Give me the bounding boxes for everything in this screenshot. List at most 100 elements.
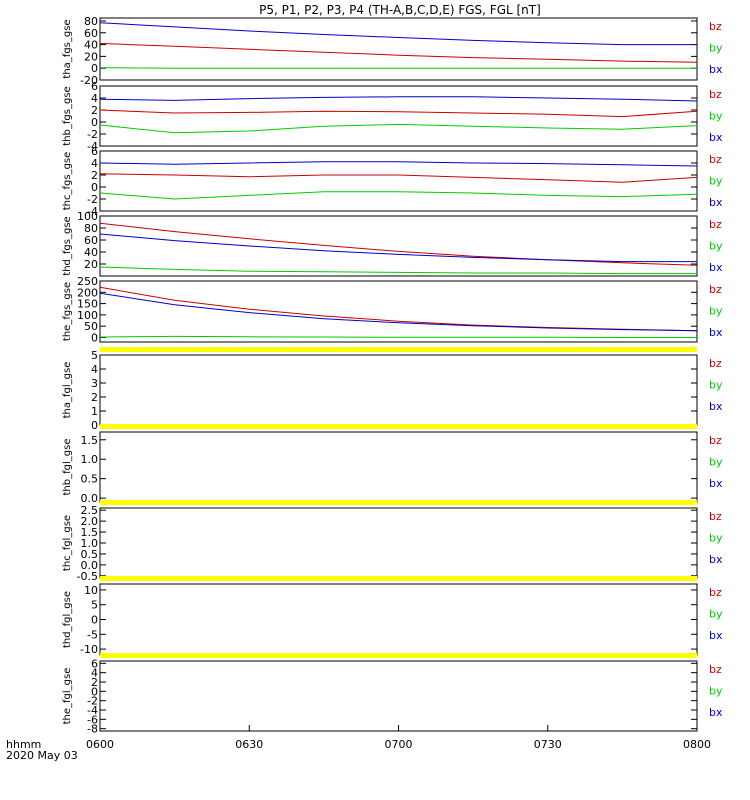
y-axis-label: tha_fgs_gse bbox=[62, 19, 73, 78]
legend-label-by: by bbox=[709, 175, 723, 188]
legend-label-by: by bbox=[709, 42, 723, 55]
legend-label-bx: bx bbox=[709, 63, 723, 76]
time-axis-label-hhmm: hhmm bbox=[6, 738, 41, 751]
y-tick-label: 0.5 bbox=[81, 548, 99, 561]
y-tick-label: 0 bbox=[91, 181, 98, 194]
legend-label-bz: bz bbox=[709, 218, 722, 231]
y-tick-label: 20 bbox=[84, 258, 98, 271]
panel-frame bbox=[99, 150, 698, 212]
y-tick-label: 2.0 bbox=[81, 515, 99, 528]
panel-frame bbox=[99, 354, 698, 426]
y-axis-label: the_fgl_gse bbox=[62, 668, 73, 725]
x-tick-label: 0600 bbox=[86, 738, 114, 751]
legend-label-bz: bz bbox=[709, 586, 722, 599]
y-tick-label: 40 bbox=[84, 246, 98, 259]
series-line-bz bbox=[99, 42, 698, 63]
legend-label-by: by bbox=[709, 305, 723, 318]
y-tick-label: 0.0 bbox=[81, 492, 99, 505]
y-tick-label: -0.5 bbox=[77, 570, 98, 583]
y-tick-label: 0.5 bbox=[81, 473, 99, 486]
y-axis-label: the_fgs_gse bbox=[62, 282, 73, 341]
series-line-by bbox=[99, 67, 697, 69]
y-tick-label: 4 bbox=[91, 157, 98, 170]
legend-label-bz: bz bbox=[709, 153, 722, 166]
y-tick-label: 2.5 bbox=[81, 504, 99, 517]
series-line-by bbox=[99, 266, 697, 275]
legend-label-bz: bz bbox=[709, 434, 722, 447]
panel-frame bbox=[99, 17, 698, 81]
series-line-by bbox=[99, 123, 698, 134]
y-tick-label: 1.5 bbox=[81, 526, 99, 539]
panel-frame bbox=[99, 507, 698, 579]
series-line-bz bbox=[99, 173, 698, 183]
y-tick-label: 4 bbox=[91, 667, 98, 680]
y-tick-label: 2 bbox=[91, 169, 98, 182]
y-tick-label: 60 bbox=[84, 27, 98, 40]
y-tick-label: 4 bbox=[91, 92, 98, 105]
y-tick-label: 10 bbox=[84, 584, 98, 597]
legend-label-bx: bx bbox=[709, 131, 723, 144]
legend-label-bz: bz bbox=[709, 20, 722, 33]
data-flag-bar bbox=[100, 424, 697, 429]
y-tick-label: 0 bbox=[91, 62, 98, 75]
y-tick-label: -4 bbox=[87, 205, 98, 218]
y-tick-label: 3 bbox=[91, 377, 98, 390]
x-tick-label: 0630 bbox=[235, 738, 263, 751]
y-tick-label: -6 bbox=[87, 713, 98, 726]
y-tick-label: 2 bbox=[91, 104, 98, 117]
y-tick-label: -20 bbox=[80, 74, 98, 87]
legend-label-by: by bbox=[709, 379, 723, 392]
y-tick-label: 200 bbox=[77, 286, 98, 299]
y-tick-label: 4 bbox=[91, 363, 98, 376]
legend-label-bx: bx bbox=[709, 706, 723, 719]
y-tick-label: -2 bbox=[87, 695, 98, 708]
y-tick-label: 5 bbox=[91, 599, 98, 612]
series-line-bx bbox=[99, 161, 698, 167]
legend-label-by: by bbox=[709, 110, 723, 123]
legend-label-bx: bx bbox=[709, 400, 723, 413]
legend-label-bz: bz bbox=[709, 88, 722, 101]
panel-frame bbox=[99, 85, 698, 147]
data-flag-bar bbox=[100, 576, 697, 581]
series-line-bx bbox=[99, 292, 698, 332]
data-flag-bar bbox=[100, 347, 697, 352]
y-tick-label: 0 bbox=[91, 685, 98, 698]
series-line-by bbox=[99, 191, 698, 200]
y-tick-label: 6 bbox=[91, 145, 98, 158]
time-axis-label-date: 2020 May 03 bbox=[6, 749, 78, 762]
panel-frame bbox=[99, 431, 698, 503]
y-tick-label: 0 bbox=[91, 116, 98, 129]
panel-frame bbox=[99, 583, 698, 656]
y-tick-label: 50 bbox=[84, 320, 98, 333]
y-tick-label: -4 bbox=[87, 704, 98, 717]
series-line-bx bbox=[99, 233, 697, 263]
series-line-bz bbox=[99, 286, 698, 332]
legend-label-bz: bz bbox=[709, 357, 722, 370]
series-line-bz bbox=[99, 109, 698, 118]
series-line-bx bbox=[99, 22, 697, 46]
y-axis-label: tha_fgl_gse bbox=[62, 362, 73, 419]
y-tick-label: 0 bbox=[91, 331, 98, 344]
panel-frame bbox=[99, 215, 698, 277]
y-tick-label: -8 bbox=[87, 723, 98, 736]
y-tick-label: -2 bbox=[87, 193, 98, 206]
legend-label-by: by bbox=[709, 532, 723, 545]
legend-label-by: by bbox=[709, 456, 723, 469]
y-axis-label: thb_fgl_gse bbox=[62, 439, 73, 496]
y-tick-label: 100 bbox=[77, 309, 98, 322]
y-tick-label: 80 bbox=[84, 15, 98, 28]
y-tick-label: 1 bbox=[91, 405, 98, 418]
y-tick-label: 2 bbox=[91, 391, 98, 404]
panel-frame bbox=[99, 660, 698, 732]
y-tick-label: 0.0 bbox=[81, 559, 99, 572]
legend-label-by: by bbox=[709, 608, 723, 621]
data-flag-bar bbox=[100, 500, 697, 505]
legend-label-bx: bx bbox=[709, 261, 723, 274]
y-tick-label: 1.0 bbox=[81, 537, 99, 550]
legend-label-bx: bx bbox=[709, 629, 723, 642]
y-axis-label: thd_fgs_gse bbox=[62, 216, 73, 275]
y-tick-label: 100 bbox=[77, 210, 98, 223]
y-tick-label: 80 bbox=[84, 222, 98, 235]
